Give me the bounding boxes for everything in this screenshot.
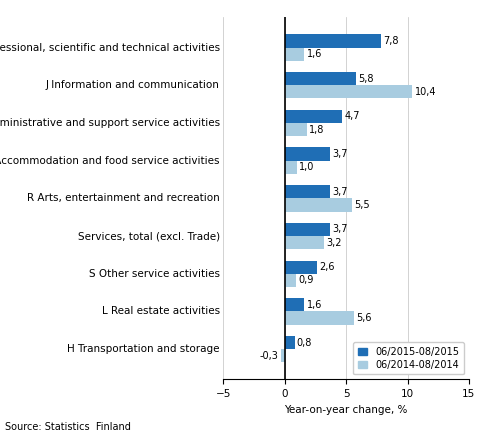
Bar	[285, 223, 330, 236]
Text: R Arts, entertainment and recreation: R Arts, entertainment and recreation	[27, 194, 220, 203]
Text: 1,6: 1,6	[306, 49, 322, 59]
Bar	[285, 236, 324, 249]
Text: S Other service activities: S Other service activities	[89, 269, 220, 279]
Bar	[285, 311, 354, 325]
Text: 1,8: 1,8	[309, 125, 325, 135]
Text: 3,2: 3,2	[327, 238, 342, 248]
Bar	[285, 147, 330, 161]
Bar	[285, 110, 343, 123]
Text: 5,8: 5,8	[358, 74, 374, 84]
Bar	[285, 336, 295, 349]
Bar	[281, 349, 285, 362]
Text: J Information and communication: J Information and communication	[46, 80, 220, 90]
Text: 0,9: 0,9	[298, 276, 313, 286]
Text: H Transportation and storage: H Transportation and storage	[67, 344, 220, 354]
Text: 2,6: 2,6	[319, 262, 334, 272]
Text: 10,4: 10,4	[414, 87, 436, 97]
Text: 3,7: 3,7	[332, 225, 348, 235]
Text: 5,5: 5,5	[355, 200, 370, 210]
Text: 5,6: 5,6	[355, 313, 371, 323]
Text: 1,0: 1,0	[300, 162, 315, 172]
Bar	[285, 274, 296, 287]
Text: Services, total (excl. Trade): Services, total (excl. Trade)	[78, 231, 220, 241]
Bar	[285, 161, 297, 174]
Text: L Real estate activities: L Real estate activities	[102, 307, 220, 317]
Bar	[285, 72, 356, 85]
Text: -0,3: -0,3	[260, 351, 279, 361]
Bar	[285, 85, 412, 99]
Text: Source: Statistics  Finland: Source: Statistics Finland	[5, 422, 131, 432]
Bar	[285, 198, 352, 211]
Text: 0,8: 0,8	[297, 337, 312, 347]
Text: N Administrative and support service activities: N Administrative and support service act…	[0, 118, 220, 128]
Text: 3,7: 3,7	[332, 187, 348, 197]
Text: 4,7: 4,7	[345, 111, 360, 121]
X-axis label: Year-on-year change, %: Year-on-year change, %	[284, 405, 408, 415]
Text: 7,8: 7,8	[383, 36, 398, 46]
Bar	[285, 34, 381, 48]
Bar	[285, 123, 307, 136]
Bar	[285, 298, 304, 311]
Bar	[285, 261, 317, 274]
Bar	[285, 185, 330, 198]
Legend: 06/2015-08/2015, 06/2014-08/2014: 06/2015-08/2015, 06/2014-08/2014	[353, 342, 464, 375]
Text: 1,6: 1,6	[306, 300, 322, 310]
Bar	[285, 48, 304, 61]
Text: M Professional, scientific and technical activities: M Professional, scientific and technical…	[0, 43, 220, 53]
Text: I Accommodation and food service activities: I Accommodation and food service activit…	[0, 156, 220, 166]
Text: 3,7: 3,7	[332, 149, 348, 159]
